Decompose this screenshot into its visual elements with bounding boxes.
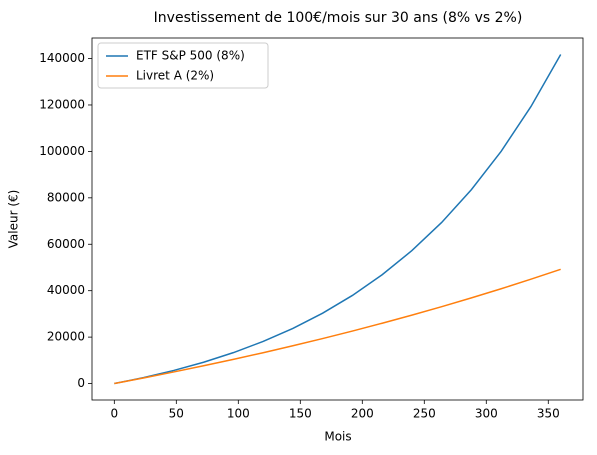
x-tick-label: 50: [169, 407, 184, 421]
plot-frame: [91, 37, 584, 401]
series-line: [114, 268, 561, 385]
y-tick-label: 80000: [47, 190, 85, 204]
y-tick-label: 40000: [47, 283, 85, 297]
legend-box: [97, 42, 269, 89]
x-tick-label: 300: [475, 407, 498, 421]
y-tick-label: 120000: [39, 97, 85, 111]
y-tick-label: 60000: [47, 237, 85, 251]
x-axis-label: Mois: [324, 430, 351, 444]
chart-title: Investissement de 100€/mois sur 30 ans (…: [154, 10, 523, 26]
series-line: [114, 54, 562, 385]
legend-label: Livret A (2%): [136, 69, 214, 83]
y-tick-label: 100000: [39, 144, 85, 158]
y-tick-label: 0: [77, 376, 85, 390]
x-tick-label: 350: [537, 407, 560, 421]
x-tick-label: 150: [289, 407, 312, 421]
y-axis-label: Valeur (€): [7, 190, 21, 249]
x-tick-label: 200: [351, 407, 374, 421]
x-tick-label: 0: [110, 407, 118, 421]
y-tick-label: 20000: [47, 330, 85, 344]
x-tick-label: 100: [227, 407, 250, 421]
x-tick-label: 250: [413, 407, 436, 421]
legend-label: ETF S&P 500 (8%): [136, 49, 245, 63]
y-tick-label: 140000: [39, 51, 85, 65]
